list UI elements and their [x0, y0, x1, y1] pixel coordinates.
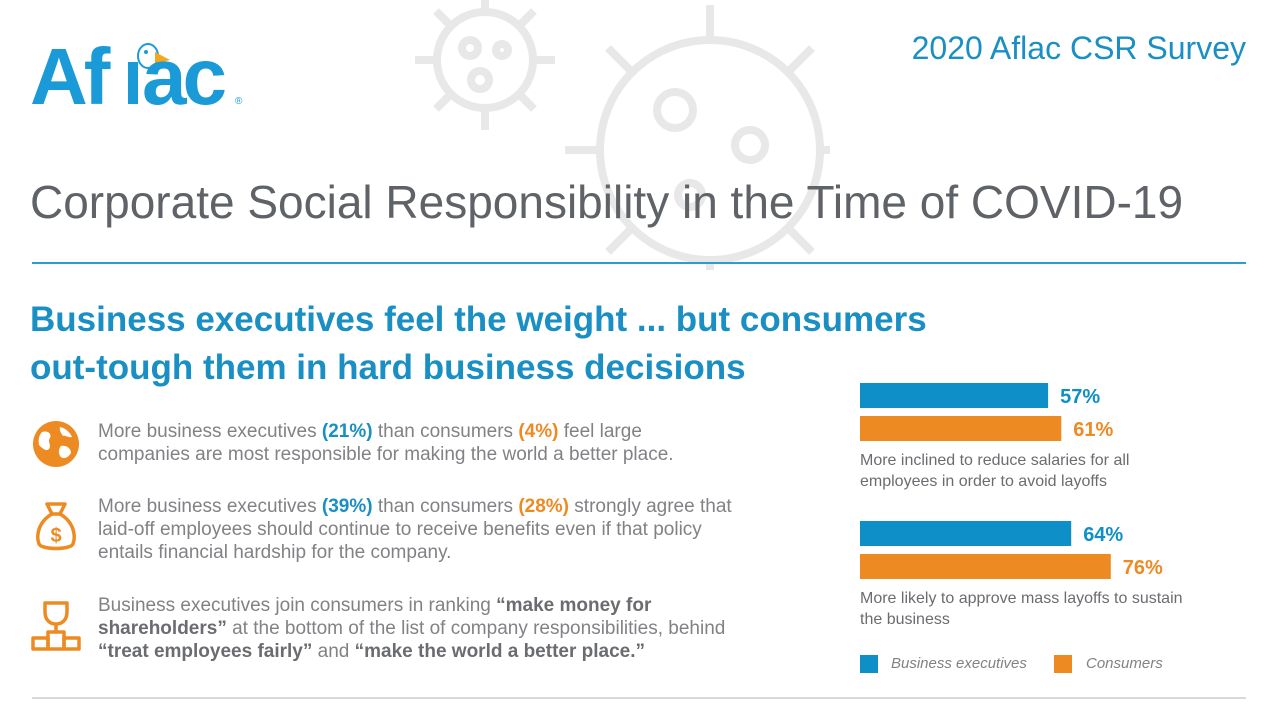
legend-label-business-executives: Business executives [891, 655, 1027, 672]
divider [32, 262, 1246, 264]
section-heading-line2: out-tough them in hard business decision… [30, 348, 746, 387]
legend-swatch-consumers [1054, 655, 1072, 673]
finding-fragment: at the bottom of the list of company res… [226, 618, 726, 639]
legend-label-consumers: Consumers [1086, 655, 1163, 672]
finding-fragment: than consumers [372, 421, 519, 442]
globe-icon [33, 421, 79, 467]
finding-highlight: (21%) [321, 421, 373, 442]
finding-fragment: More business executives [98, 496, 322, 517]
finding-fragment: than consumers [372, 496, 519, 517]
bar-business-executives-0 [860, 383, 1049, 408]
footer-divider [32, 697, 1246, 699]
finding-text-executives-responsibility: More business executives (21%) than cons… [98, 420, 718, 466]
section-heading: Business executives feel the weight ... … [30, 296, 1030, 392]
svg-text:ac: ac [142, 32, 225, 115]
data-label: 61% [1073, 419, 1113, 441]
finding-fragment: feel large companies are most responsibl… [98, 421, 674, 465]
finding-highlight: (28%) [518, 496, 570, 517]
finding-highlight: (4%) [518, 421, 559, 442]
page-title: Corporate Social Responsibility in the T… [30, 176, 1184, 228]
finding-highlight: “make money for shareholders” [98, 595, 652, 639]
svg-text:®: ® [235, 96, 243, 107]
finding-fragment: and [312, 641, 355, 662]
svg-text:Af: Af [30, 32, 111, 115]
virus-background-icon [415, 0, 830, 270]
money-bag-icon: $ [36, 502, 76, 551]
bar-business-executives-1 [860, 521, 1072, 546]
data-label: 57% [1060, 386, 1100, 408]
data-label: 76% [1123, 557, 1163, 579]
trophy-icon [31, 601, 81, 651]
section-heading-line1: Business executives feel the weight ... … [30, 300, 927, 339]
survey-title: 2020 Aflac CSR Survey [911, 30, 1246, 66]
finding-fragment: Business executives join consumers in ra… [98, 595, 497, 616]
finding-highlight: “make the world a better place.” [354, 641, 646, 662]
finding-highlight: “treat employees fairly” [98, 641, 313, 662]
finding-fragment: strongly agree that laid-off employees s… [98, 496, 732, 563]
finding-fragment: More business executives [98, 421, 322, 442]
data-label: 64% [1083, 524, 1123, 546]
finding-text-shareholder-ranking: Business executives join consumers in ra… [98, 594, 738, 663]
finding-text-benefits-after-layoff: More business executives (39%) than cons… [98, 495, 738, 564]
legend-swatch-business-executives [860, 655, 878, 673]
bar-consumers-1 [860, 554, 1111, 579]
category-label-mass-layoffs: More likely to approve mass layoffs to s… [860, 590, 1183, 628]
aflac-logo: Af ac ® [30, 32, 243, 115]
category-label-reduce-salaries: More inclined to reduce salaries for all… [860, 452, 1130, 490]
bar-consumers-0 [860, 416, 1062, 441]
finding-highlight: (39%) [321, 496, 373, 517]
svg-text:$: $ [50, 525, 61, 547]
